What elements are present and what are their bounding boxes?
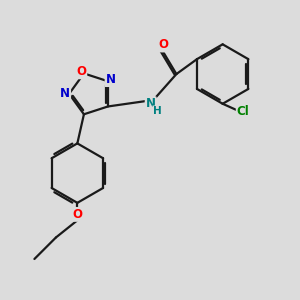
Text: N: N xyxy=(106,73,116,86)
Text: N: N xyxy=(146,97,156,110)
Text: N: N xyxy=(60,87,70,101)
Text: Cl: Cl xyxy=(237,105,250,118)
Text: H: H xyxy=(153,106,162,116)
Text: O: O xyxy=(76,65,86,78)
Text: O: O xyxy=(158,38,168,52)
Text: O: O xyxy=(72,208,82,221)
